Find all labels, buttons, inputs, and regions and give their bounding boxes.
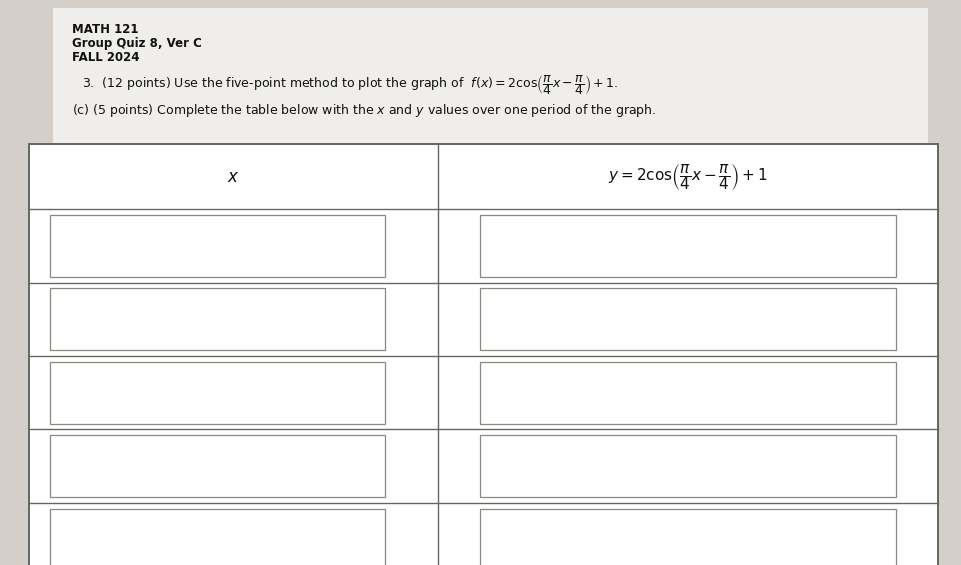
Text: $y = 2\cos\!\left(\dfrac{\pi}{4}x - \dfrac{\pi}{4}\right) + 1$: $y = 2\cos\!\left(\dfrac{\pi}{4}x - \dfr… bbox=[607, 162, 767, 192]
Text: (c) (5 points) Complete the table below with the $x$ and $y$ values over one per: (c) (5 points) Complete the table below … bbox=[72, 102, 655, 119]
Bar bbox=[50, 215, 384, 277]
Bar bbox=[480, 288, 895, 350]
Bar bbox=[480, 362, 895, 424]
Text: 3.  (12 points) Use the five-point method to plot the graph of  $f(x) = 2\cos\!\: 3. (12 points) Use the five-point method… bbox=[82, 73, 617, 97]
Bar bbox=[29, 144, 937, 565]
Bar bbox=[50, 288, 384, 350]
FancyBboxPatch shape bbox=[53, 8, 927, 562]
Bar bbox=[480, 435, 895, 497]
Text: Group Quiz 8, Ver C: Group Quiz 8, Ver C bbox=[72, 37, 202, 50]
Bar bbox=[50, 508, 384, 565]
Bar bbox=[50, 362, 384, 424]
Text: MATH 121: MATH 121 bbox=[72, 23, 138, 36]
Bar bbox=[480, 508, 895, 565]
Text: $x$: $x$ bbox=[227, 168, 239, 185]
Text: FALL 2024: FALL 2024 bbox=[72, 51, 139, 64]
Bar bbox=[480, 215, 895, 277]
Bar bbox=[50, 435, 384, 497]
